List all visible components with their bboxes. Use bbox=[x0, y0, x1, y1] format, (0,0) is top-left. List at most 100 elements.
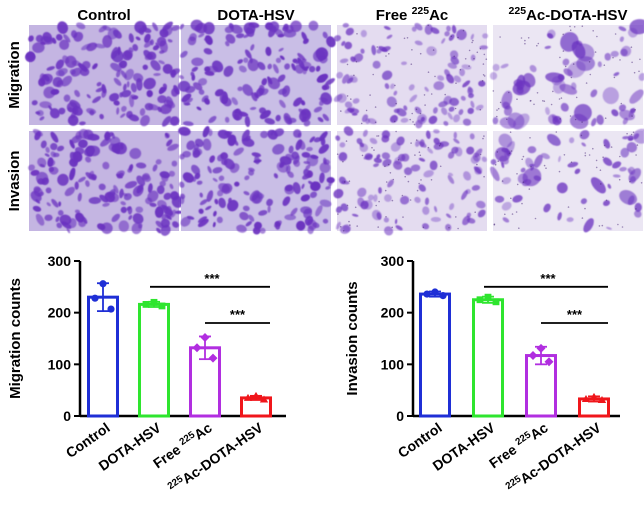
stained-cell bbox=[39, 101, 52, 109]
stained-cell bbox=[256, 193, 265, 199]
stained-cell bbox=[266, 198, 273, 207]
membrane-pore bbox=[346, 63, 349, 66]
stained-cell bbox=[389, 114, 398, 123]
stained-cell bbox=[315, 205, 323, 217]
membrane-pore bbox=[394, 84, 396, 87]
stained-cell bbox=[620, 45, 632, 57]
stained-cell bbox=[261, 78, 268, 86]
membrane-pore bbox=[563, 154, 566, 156]
stained-cell bbox=[230, 24, 243, 34]
membrane-pore bbox=[635, 154, 637, 156]
stained-cell bbox=[607, 183, 612, 189]
stained-cell bbox=[423, 170, 434, 178]
stained-cell bbox=[128, 33, 134, 43]
stained-cell bbox=[49, 166, 59, 175]
membrane-pore bbox=[438, 144, 441, 147]
membrane-pore bbox=[567, 206, 570, 208]
stained-cell bbox=[415, 119, 423, 129]
stained-cell bbox=[306, 154, 319, 167]
membrane-pore bbox=[510, 150, 513, 152]
stained-cell bbox=[128, 215, 133, 220]
stained-cell bbox=[136, 175, 146, 187]
stained-cell bbox=[342, 22, 349, 28]
stained-cell bbox=[120, 206, 127, 214]
membrane-pore bbox=[497, 107, 500, 110]
membrane-pore bbox=[424, 104, 426, 106]
membrane-pore bbox=[504, 213, 506, 216]
stained-cell bbox=[325, 78, 336, 86]
stained-cell bbox=[306, 146, 313, 152]
stained-cell bbox=[492, 63, 500, 72]
membrane-pore bbox=[455, 216, 457, 218]
stained-cell bbox=[512, 194, 523, 203]
stained-cell bbox=[433, 129, 440, 134]
membrane-pore bbox=[536, 92, 539, 94]
micrograph-panel bbox=[25, 20, 181, 127]
stained-cell bbox=[212, 222, 216, 228]
membrane-pore bbox=[614, 33, 617, 35]
micrograph-background bbox=[337, 25, 487, 125]
stained-cell bbox=[458, 109, 464, 116]
bar bbox=[419, 292, 451, 418]
significance-label: *** bbox=[567, 307, 583, 322]
stained-cell bbox=[462, 215, 471, 226]
stained-cell bbox=[174, 210, 183, 215]
stained-cell bbox=[226, 131, 232, 139]
membrane-pore bbox=[559, 118, 561, 120]
stained-cell bbox=[428, 115, 438, 125]
stained-cell bbox=[346, 77, 354, 84]
stained-cell bbox=[237, 86, 243, 92]
membrane-pore bbox=[374, 121, 377, 124]
stained-cell bbox=[318, 75, 326, 83]
stained-cell bbox=[446, 213, 452, 219]
panel-title: DOTA-HSV bbox=[217, 7, 294, 24]
stained-cell bbox=[590, 89, 598, 98]
stained-cell bbox=[453, 131, 458, 139]
stained-cell bbox=[41, 177, 49, 186]
data-point bbox=[91, 294, 99, 302]
stained-cell bbox=[47, 157, 54, 167]
stained-cell bbox=[235, 33, 245, 39]
stained-cell bbox=[243, 191, 250, 196]
membrane-pore bbox=[552, 90, 554, 93]
membrane-pore bbox=[354, 206, 357, 209]
data-point bbox=[192, 343, 202, 353]
y-axis-label: Migration counts bbox=[7, 278, 24, 399]
membrane-pore bbox=[473, 57, 475, 60]
membrane-pore bbox=[360, 122, 363, 125]
stained-cell bbox=[290, 207, 298, 216]
membrane-pore bbox=[468, 65, 470, 67]
stained-cell bbox=[173, 84, 180, 95]
stained-cell bbox=[453, 138, 460, 144]
stained-cell bbox=[32, 42, 45, 54]
membrane-pore bbox=[453, 55, 456, 58]
membrane-pore bbox=[430, 179, 433, 181]
stained-cell bbox=[153, 72, 161, 77]
stained-cell bbox=[481, 156, 487, 163]
membrane-pore bbox=[638, 70, 640, 73]
membrane-pore bbox=[527, 37, 530, 39]
stained-cell bbox=[35, 213, 45, 226]
micrograph-panel bbox=[178, 126, 335, 235]
membrane-pore bbox=[562, 33, 564, 36]
membrane-pore bbox=[529, 137, 531, 139]
data-point bbox=[597, 395, 607, 403]
membrane-pore bbox=[434, 75, 436, 78]
stained-cell bbox=[155, 220, 164, 229]
stained-cell bbox=[501, 201, 512, 211]
stained-cell bbox=[558, 155, 561, 163]
membrane-pore bbox=[345, 140, 348, 142]
membrane-pore bbox=[516, 173, 518, 175]
stained-cell bbox=[448, 172, 454, 177]
stained-cell bbox=[229, 163, 240, 173]
membrane-pore bbox=[530, 165, 532, 168]
bar bbox=[87, 295, 119, 418]
label-prefix: Free bbox=[376, 7, 412, 24]
stained-cell bbox=[618, 104, 627, 112]
stained-cell bbox=[259, 88, 269, 96]
stained-cell bbox=[242, 84, 253, 96]
stained-cell bbox=[145, 197, 153, 205]
stained-cell bbox=[166, 139, 173, 147]
stained-cell bbox=[171, 25, 180, 31]
